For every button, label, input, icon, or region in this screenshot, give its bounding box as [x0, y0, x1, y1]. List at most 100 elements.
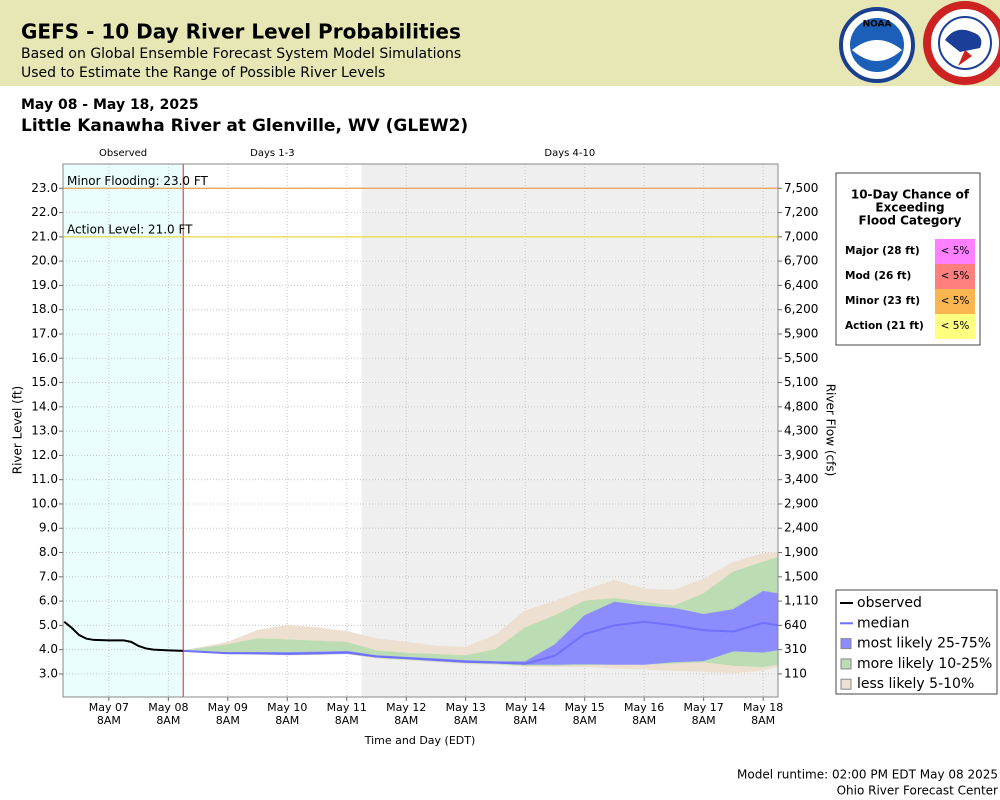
- legend-label: less likely 5-10%: [857, 676, 974, 692]
- y2-tick-label: 6,400: [784, 278, 818, 292]
- y2-tick-label: 4,800: [784, 399, 818, 413]
- y-tick-label: 15.0: [31, 375, 58, 389]
- flood-table-cell: [935, 264, 975, 289]
- y2-tick-label: 2,400: [784, 521, 818, 535]
- x-tick-label: May 07 8AM: [89, 701, 129, 727]
- y2-tick-label: 110: [784, 666, 807, 680]
- y-tick-label: 12.0: [31, 448, 58, 462]
- x-tick-label: May 11 8AM: [327, 701, 367, 727]
- y-tick-label: 8.0: [39, 545, 58, 559]
- legend-swatch: [840, 658, 852, 670]
- y2-tick-label: 3,900: [784, 448, 818, 462]
- y2-tick-label: 1,110: [784, 594, 818, 608]
- y2-tick-label: 6,700: [784, 254, 818, 268]
- legend-label: observed: [857, 595, 922, 611]
- period-band: [63, 164, 184, 697]
- period-label: Observed: [99, 148, 147, 159]
- median-line: [183, 620, 779, 665]
- plot-frame: [62, 163, 779, 698]
- y2-axis-label: River Flow (cfs): [824, 384, 838, 477]
- x-tick-label: May 16 8AM: [624, 701, 664, 727]
- header-subtitle: Used to Estimate the Range of Possible R…: [21, 65, 385, 81]
- flood-chance: < 5%: [941, 320, 970, 332]
- flood-table-cell: [935, 289, 975, 314]
- y-tick-label: 19.0: [31, 278, 58, 292]
- y-tick-label: 20.0: [31, 254, 58, 268]
- flood-table-cell: [935, 239, 975, 264]
- x-tick-label: May 10 8AM: [267, 701, 307, 727]
- noaa-logo: NOAA: [839, 7, 915, 83]
- plot: Observed Days 1-3 Days 4-10 23.0 22.0 21.0 20.…: [31, 148, 818, 727]
- y-tick-label: 18.0: [31, 302, 58, 316]
- x-tick-label: May 17 8AM: [684, 701, 724, 727]
- y-tick-label: 7.0: [39, 569, 58, 583]
- y2-tick-label: 7,200: [784, 205, 818, 219]
- legend-label: median: [857, 615, 909, 631]
- flood-table-title: Exceeding: [875, 201, 944, 215]
- y2-tick-label: 7,000: [784, 229, 818, 243]
- y2-tick-label: 3,400: [784, 472, 818, 486]
- y2-tick-label: 2,900: [784, 496, 818, 510]
- y-axis-label: River Level (ft): [11, 386, 25, 474]
- x-tick-label: May 18 8AM: [743, 701, 783, 727]
- flood-chance: < 5%: [941, 245, 970, 257]
- period-label: Days 1-3: [250, 148, 294, 159]
- y2-tick-label: 4,300: [784, 424, 818, 438]
- y2-tick-label: 6,200: [784, 302, 818, 316]
- x-tick-label: May 13 8AM: [446, 701, 486, 727]
- footer-runtime: Model runtime: 02:00 PM EDT May 08 2025: [737, 768, 998, 782]
- y-tick-label: 16.0: [31, 351, 58, 365]
- flood-chance: < 5%: [941, 295, 970, 307]
- flood-chance: < 5%: [941, 270, 970, 282]
- period-band: [183, 164, 362, 697]
- flood-table-cell: [935, 314, 975, 339]
- y-tick-label: 6.0: [39, 594, 58, 608]
- y-tick-label: 17.0: [31, 326, 58, 340]
- y-tick-label: 14.0: [31, 399, 58, 413]
- date-range: May 08 - May 18, 2025: [21, 97, 199, 113]
- legend-label: most likely 25-75%: [857, 636, 991, 652]
- y-tick-label: 9.0: [39, 521, 58, 535]
- y2-tick-label: 7,500: [784, 181, 818, 195]
- logo-text: NOAA: [863, 20, 892, 30]
- legend-swatch: [840, 678, 852, 690]
- header-subtitle: Based on Global Ensemble Forecast System…: [21, 46, 461, 62]
- nws-logo: [923, 1, 1000, 85]
- y2-tick-label: 640: [784, 618, 807, 632]
- period-label: Days 4-10: [544, 148, 595, 159]
- flood-category: Mod (26 ft): [845, 270, 911, 282]
- y-tick-label: 4.0: [39, 642, 58, 656]
- footer-center: Ohio River Forecast Center: [837, 784, 998, 798]
- flood-table-title: 10-Day Chance of: [851, 188, 970, 202]
- y-tick-label: 13.0: [31, 424, 58, 438]
- legend-swatch: [840, 638, 852, 650]
- x-tick-label: May 14 8AM: [505, 701, 545, 727]
- y-tick-label: 22.0: [31, 205, 58, 219]
- header-banner: [0, 0, 1000, 86]
- x-tick-label: May 08 8AM: [148, 701, 188, 727]
- legend-label: more likely 10-25%: [857, 656, 992, 672]
- y2-tick-label: 5,900: [784, 326, 818, 340]
- flood-category: Action (21 ft): [845, 320, 924, 332]
- observed-line: [63, 620, 184, 652]
- y2-tick-label: 310: [784, 642, 807, 656]
- threshold-label: Action Level: 21.0 FT: [67, 222, 193, 236]
- x-tick-label: May 12 8AM: [386, 701, 426, 727]
- y-tick-label: 21.0: [31, 229, 58, 243]
- y2-tick-label: 1,500: [784, 569, 818, 583]
- y-tick-label: 5.0: [39, 618, 58, 632]
- y-tick-label: 3.0: [39, 666, 58, 680]
- y2-tick-label: 1,900: [784, 545, 818, 559]
- x-tick-label: May 09 8AM: [208, 701, 248, 727]
- header-title: GEFS - 10 Day River Level Probabilities: [21, 20, 461, 44]
- x-axis-label: Time and Day (EDT): [364, 734, 476, 747]
- x-tick-label: May 15 8AM: [565, 701, 605, 727]
- flood-category: Major (28 ft): [845, 245, 920, 257]
- y-tick-label: 11.0: [31, 472, 58, 486]
- threshold-label: Minor Flooding: 23.0 FT: [67, 174, 209, 188]
- y2-tick-label: 5,500: [784, 351, 818, 365]
- chart-title: Little Kanawha River at Glenville, WV (G…: [21, 116, 468, 136]
- y2-tick-label: 5,100: [784, 375, 818, 389]
- legend-box: [835, 589, 998, 695]
